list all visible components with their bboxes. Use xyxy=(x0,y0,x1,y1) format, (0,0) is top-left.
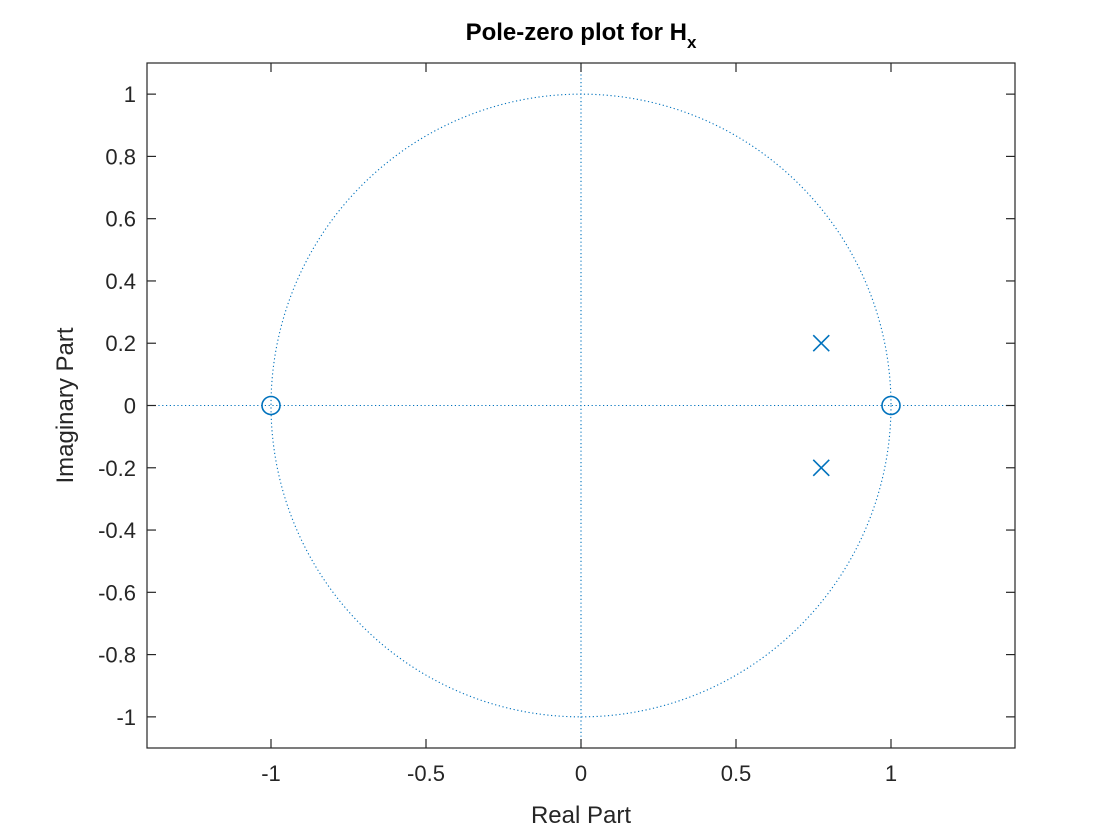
x-tick-label: -1 xyxy=(261,761,281,786)
x-tick-label: 0 xyxy=(575,761,587,786)
markers xyxy=(261,334,901,477)
y-tick-label: 0.6 xyxy=(105,207,136,232)
x-tick-label: -0.5 xyxy=(407,761,445,786)
y-tick-label: 0.4 xyxy=(105,269,136,294)
reference-lines xyxy=(147,63,1015,748)
pole-marker xyxy=(812,334,830,352)
x-tick-label: 1 xyxy=(885,761,897,786)
pole-marker-stroke xyxy=(812,459,830,477)
y-tick-label: -0.6 xyxy=(98,580,136,605)
pole-marker-stroke xyxy=(812,334,830,352)
chart-title: Pole-zero plot for Hx xyxy=(466,19,697,52)
chart-title-main: Pole-zero plot for H xyxy=(466,19,687,46)
zero-marker xyxy=(881,395,901,416)
chart-title-subscript: x xyxy=(687,33,697,52)
ticks: -1 -0.5 0 0.5 1 -1 -0.8 -0.6 -0.4 -0.2 0 0.2 0.4 0.6 0… xyxy=(98,63,1015,786)
y-tick-label: -0.4 xyxy=(98,518,136,543)
y-tick-label: 1 xyxy=(124,82,136,107)
zero-marker xyxy=(261,395,281,416)
y-tick-label: 0 xyxy=(124,394,136,419)
x-axis-title: Real Part xyxy=(531,802,631,829)
y-tick-label: 0.8 xyxy=(105,144,136,169)
x-tick-label: 0.5 xyxy=(721,761,752,786)
pole-marker xyxy=(812,459,830,477)
y-tick-label: -0.2 xyxy=(98,456,136,481)
y-tick-label: 0.2 xyxy=(105,331,136,356)
y-axis-title: Imaginary Part xyxy=(52,327,79,483)
y-tick-label: -1 xyxy=(116,705,136,730)
y-tick-label: -0.8 xyxy=(98,643,136,668)
